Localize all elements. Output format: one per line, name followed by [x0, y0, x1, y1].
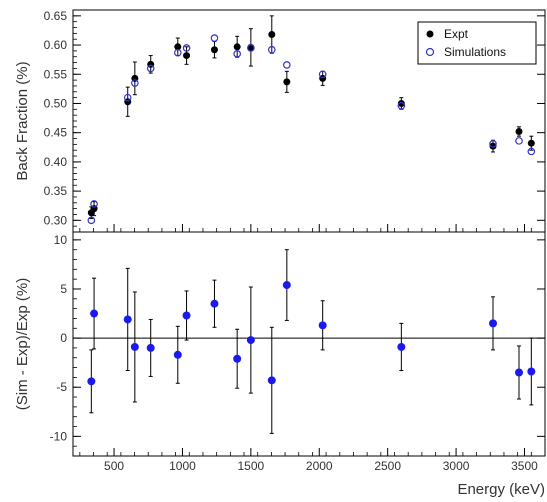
- legend-label-expt: Expt: [444, 27, 469, 41]
- simulation-point: [489, 139, 497, 148]
- expt-point: [489, 142, 497, 150]
- top-y-tick-label: 0.50: [44, 96, 68, 110]
- bottom-y-tick-label: -10: [50, 429, 68, 443]
- deviation-point: [182, 311, 191, 320]
- legend-label-simulations: Simulations: [444, 45, 506, 59]
- simulation-point: [146, 64, 155, 73]
- deviation-point: [210, 299, 219, 308]
- expt-point: [268, 31, 276, 39]
- top-y-tick-label: 0.45: [44, 126, 68, 140]
- legend: Expt Simulations: [417, 21, 537, 65]
- deviation-point: [123, 315, 132, 324]
- simulation-point: [87, 216, 96, 225]
- top-y-tick-label: 0.40: [44, 155, 68, 169]
- simulation-point: [527, 147, 536, 156]
- x-tick-label: 2000: [306, 459, 333, 473]
- expt-point: [527, 139, 535, 147]
- deviation-point: [246, 336, 255, 345]
- expt-point: [210, 46, 218, 54]
- bottom-y-tick-label: 5: [60, 282, 67, 296]
- deviation-point: [397, 342, 406, 351]
- top-y-axis-title: Back Fraction (%): [14, 61, 31, 180]
- legend-marker-simulations: [425, 47, 435, 57]
- x-tick-label: 2500: [374, 459, 401, 473]
- deviation-point: [87, 377, 96, 386]
- deviation-point: [233, 354, 242, 363]
- simulation-point: [515, 137, 523, 145]
- simulation-point: [233, 50, 241, 58]
- x-tick-label: 3500: [511, 459, 538, 473]
- top-y-tick-label: 0.65: [44, 9, 68, 23]
- x-tick-label: 1500: [238, 459, 265, 473]
- deviation-point: [318, 321, 327, 330]
- deviation-point: [282, 281, 291, 290]
- deviation-point: [527, 367, 536, 376]
- deviation-point: [130, 342, 139, 351]
- deviation-point: [515, 368, 524, 377]
- simulation-point: [267, 45, 276, 54]
- x-tick-label: 1000: [169, 459, 196, 473]
- deviation-point: [267, 376, 276, 385]
- expt-point: [515, 128, 523, 136]
- simulation-point: [318, 70, 327, 79]
- simulation-point: [210, 34, 219, 42]
- simulation-point: [283, 61, 291, 69]
- expt-point: [283, 78, 291, 86]
- simulation-point: [397, 102, 406, 110]
- expt-point: [397, 99, 405, 107]
- x-tick-label: 500: [104, 459, 124, 473]
- x-tick-label: 3000: [443, 459, 470, 473]
- simulation-point: [131, 79, 139, 87]
- top-y-tick-label: 0.30: [44, 213, 68, 227]
- simulation-point: [247, 44, 255, 52]
- bottom-y-axis-title: (Sim - Exp)/Exp (%): [14, 278, 31, 411]
- expt-point: [233, 43, 241, 51]
- legend-marker-expt: [426, 30, 434, 38]
- top-panel: 0.30 0.35 0.40 0.45 0.50 0.55 0.60 0.65: [44, 9, 545, 233]
- simulation-point: [90, 200, 98, 208]
- expt-point: [174, 43, 182, 51]
- deviation-point: [173, 350, 182, 359]
- top-y-tick-label: 0.35: [44, 184, 68, 198]
- bottom-y-tick-label: -5: [56, 380, 67, 394]
- bottom-plot-frame: [72, 231, 546, 457]
- deviation-point: [146, 343, 155, 352]
- bottom-y-tick-label: 10: [54, 233, 68, 247]
- legend-box: [417, 21, 537, 65]
- top-y-tick-label: 0.60: [44, 38, 68, 52]
- top-y-tick-label: 0.55: [44, 67, 68, 81]
- simulation-point: [123, 93, 132, 102]
- bottom-y-tick-label: 0: [60, 331, 67, 345]
- simulation-point: [182, 44, 191, 52]
- simulation-point: [173, 48, 182, 57]
- deviation-point: [90, 309, 99, 318]
- deviation-point: [489, 319, 498, 328]
- expt-point: [183, 52, 191, 60]
- bottom-panel: -10 -5 0 5 10 500 1000 1500 2000 2500 3000 3500: [50, 233, 545, 473]
- x-axis-title: Energy (keV): [457, 481, 545, 498]
